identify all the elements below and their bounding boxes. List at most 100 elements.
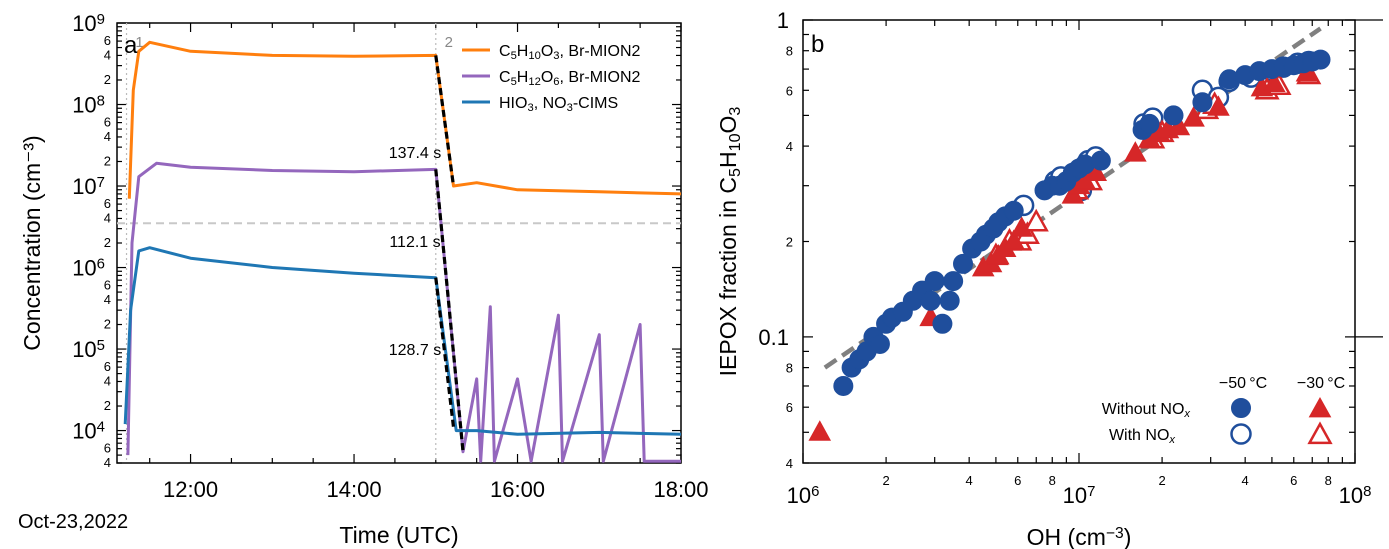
x-tick-label-b: 106 bbox=[787, 483, 820, 508]
event-marker-label: 1 bbox=[135, 34, 143, 51]
legend-marker bbox=[1231, 398, 1251, 418]
scatter-point bbox=[1023, 208, 1049, 232]
legend-marker bbox=[1230, 423, 1252, 445]
y-tick-label-a: 109 bbox=[72, 11, 105, 36]
panel-a: 4624624624624624610410510610710810912:00… bbox=[18, 11, 709, 548]
legend-row-label: With NOx bbox=[1109, 427, 1175, 446]
y-minor-tick-label-b: 6 bbox=[786, 83, 793, 98]
scatter-point bbox=[1124, 141, 1147, 162]
decay-time-label: 128.7 s bbox=[389, 342, 441, 359]
scatter-point bbox=[869, 333, 890, 354]
y-minor-tick-label-a: 6 bbox=[104, 115, 111, 130]
panel-b: 2 4 6 8 2 4 6 8 106 107 108 4 6 8 2 4 6 8 0.1 1 OH (cm−3) IEP… bbox=[715, 8, 1383, 549]
x-minor-tick-label-b: 2 bbox=[1158, 473, 1165, 488]
date-label: Oct-23,2022 bbox=[18, 511, 128, 533]
y-minor-tick-label-b: 2 bbox=[786, 235, 793, 250]
scatter-point bbox=[1192, 92, 1213, 113]
scatter-point bbox=[932, 313, 953, 334]
scatter-point bbox=[943, 271, 964, 292]
x-minor-tick-label-b: 4 bbox=[1242, 473, 1249, 488]
x-minor-tick-label-b: 6 bbox=[1290, 473, 1297, 488]
y-tick-label-a: 104 bbox=[72, 419, 105, 444]
x-tick-label-a: 18:00 bbox=[653, 477, 708, 502]
y-axis-title-b: IEPOX fraction in C5H10O3 bbox=[715, 107, 744, 377]
x-axis-title-b: OH (cm−3) bbox=[1027, 524, 1132, 549]
legend-row-label: Without NOx bbox=[1102, 401, 1191, 420]
scatter-point bbox=[924, 271, 945, 292]
y-tick-label-a: 107 bbox=[72, 174, 105, 199]
scatter-point bbox=[1163, 105, 1184, 126]
x-tick-label-a: 12:00 bbox=[163, 477, 218, 502]
scatter-point bbox=[1002, 229, 1026, 250]
decay-time-label: 112.1 s bbox=[389, 234, 440, 251]
scatter-point bbox=[1310, 49, 1331, 70]
x-tick-label-a: 14:00 bbox=[327, 477, 382, 502]
x-axis-title-a: Time (UTC) bbox=[339, 522, 458, 548]
decay-time-label: 137.4 s bbox=[389, 145, 441, 162]
x-minor-tick-label-b: 8 bbox=[1049, 473, 1056, 488]
y-minor-tick-label-a: 4 bbox=[104, 47, 111, 62]
decay-fit-line bbox=[434, 169, 465, 452]
event-marker-label: 2 bbox=[445, 34, 453, 51]
scatter-point bbox=[1182, 106, 1205, 127]
legend-marker bbox=[1308, 396, 1332, 418]
legend-header: −50 °C bbox=[1219, 375, 1267, 392]
legend-entry-a: HIO3, NO3-CIMS bbox=[499, 95, 618, 114]
y-tick-label-a: 106 bbox=[72, 256, 105, 281]
scatter-point bbox=[1262, 71, 1286, 92]
scatter-point bbox=[808, 420, 832, 441]
scatter-series-2 bbox=[808, 61, 1319, 441]
y-minor-tick-label-a: 4 bbox=[104, 210, 111, 225]
x-minor-tick-label-b: 6 bbox=[1014, 473, 1021, 488]
x-tick-label-b: 107 bbox=[1063, 483, 1096, 508]
scatter-point bbox=[1010, 216, 1034, 237]
scatter-series-0 bbox=[833, 49, 1331, 396]
legend-entry-a: C5H10O3, Br-MION2 bbox=[499, 43, 640, 62]
y-minor-tick-label-a: 2 bbox=[104, 317, 111, 332]
y-axis-title-a: Concentration (cm⁻³) bbox=[19, 135, 45, 350]
y-minor-tick-label-a: 6 bbox=[104, 359, 111, 374]
y-minor-tick-label-b: 8 bbox=[786, 44, 793, 59]
legend-entry-a: C5H12O6, Br-MION2 bbox=[499, 69, 640, 88]
x-tick-label-b: 108 bbox=[1339, 483, 1372, 508]
x-minor-tick-label-b: 8 bbox=[1325, 473, 1332, 488]
decay-fit-line bbox=[434, 277, 456, 428]
scatter-point bbox=[1207, 95, 1230, 116]
series-line-2 bbox=[123, 246, 681, 436]
y-minor-tick-label-a: 4 bbox=[104, 129, 111, 144]
scatter-point bbox=[939, 290, 960, 311]
y-minor-tick-label-a: 6 bbox=[104, 196, 111, 211]
y-minor-tick-label-a: 4 bbox=[104, 292, 111, 307]
y-minor-tick-label-a: 2 bbox=[104, 153, 111, 168]
y-tick-label-a: 105 bbox=[72, 337, 105, 362]
y-minor-tick-label-a: 2 bbox=[104, 72, 111, 87]
scatter-point bbox=[953, 253, 974, 274]
y-minor-tick-label-b: 6 bbox=[786, 400, 793, 415]
scatter-point bbox=[1090, 150, 1111, 171]
legend-marker bbox=[1307, 421, 1333, 445]
y-minor-tick-label-b: 4 bbox=[786, 139, 793, 154]
panel-label-a: a bbox=[124, 32, 138, 59]
y-minor-tick-label-b: 4 bbox=[786, 456, 793, 471]
x-tick-label-a: 16:00 bbox=[490, 477, 545, 502]
series-line-0 bbox=[127, 40, 681, 199]
x-minor-tick-label-b: 4 bbox=[966, 473, 973, 488]
legend-b: −50 °C −30 °C Without NOx With NOx bbox=[1102, 375, 1345, 446]
scatter-point bbox=[1139, 113, 1160, 134]
scatter-point bbox=[1003, 200, 1024, 221]
scatter-point bbox=[920, 290, 941, 311]
y-tick-label-b: 0.1 bbox=[758, 325, 789, 350]
legend-header: −30 °C bbox=[1297, 375, 1345, 392]
y-minor-tick-label-a: 6 bbox=[104, 33, 111, 48]
y-minor-tick-label-a: 4 bbox=[104, 373, 111, 388]
y-tick-label-a: 108 bbox=[72, 93, 105, 118]
series-line-1 bbox=[126, 161, 681, 463]
x-minor-tick-label-b: 2 bbox=[882, 473, 889, 488]
y-minor-tick-label-a: 4 bbox=[104, 455, 111, 470]
y-tick-label-b: 1 bbox=[777, 8, 789, 33]
y-minor-tick-label-a: 6 bbox=[104, 441, 111, 456]
legend-a: C5H10O3, Br-MION2 C5H12O6, Br-MION2 HIO3, … bbox=[462, 43, 640, 114]
y-minor-tick-label-a: 6 bbox=[104, 278, 111, 293]
scatter-point bbox=[833, 375, 854, 396]
